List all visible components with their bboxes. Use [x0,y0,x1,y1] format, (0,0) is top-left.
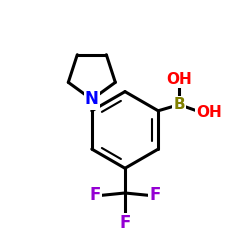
Text: OH: OH [166,72,192,87]
Text: F: F [89,186,101,204]
Text: B: B [174,97,185,112]
Text: OH: OH [196,104,222,120]
Text: F: F [119,214,131,232]
Text: N: N [85,90,99,108]
Text: F: F [150,186,161,204]
